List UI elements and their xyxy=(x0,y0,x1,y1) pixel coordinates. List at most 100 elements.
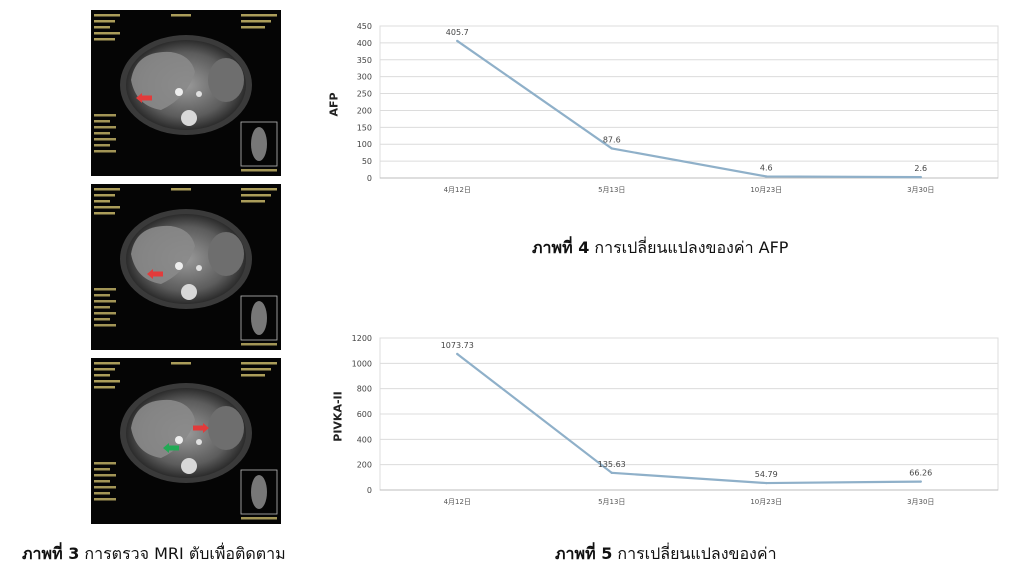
data-label: 2.6 xyxy=(914,164,927,173)
y-tick-label: 400 xyxy=(357,435,372,444)
spine xyxy=(181,110,197,126)
stomach xyxy=(208,232,244,276)
overlay-text-line xyxy=(241,200,265,203)
y-tick-label: 200 xyxy=(357,461,372,470)
overlay-text-line xyxy=(94,300,116,303)
y-tick-label: 50 xyxy=(362,157,372,166)
overlay-text-line xyxy=(94,306,110,309)
scout-inset-frame xyxy=(240,295,278,341)
arrow-icon xyxy=(147,269,163,279)
overlay-text-line xyxy=(241,343,277,346)
data-point xyxy=(610,471,613,475)
scout-inset-body xyxy=(251,127,267,161)
overlay-text-line xyxy=(94,380,120,383)
vessel xyxy=(196,265,202,271)
overlay-text-line xyxy=(171,362,191,365)
overlay-text-line xyxy=(241,14,277,17)
overlay-text-line xyxy=(94,498,116,501)
y-tick-label: 1200 xyxy=(352,334,372,343)
overlay-text-line xyxy=(94,126,116,129)
overlay-text-line xyxy=(94,462,116,465)
x-tick-label: 5月13日 xyxy=(598,498,625,506)
data-label: 1073.73 xyxy=(441,341,474,350)
vessel xyxy=(196,439,202,445)
overlay-text-line xyxy=(241,188,277,191)
overlay-text-line xyxy=(241,368,271,371)
data-point xyxy=(919,480,922,483)
y-tick-label: 450 xyxy=(357,22,372,31)
mri-scan-2 xyxy=(91,184,281,350)
y-tick-label: 300 xyxy=(357,73,372,82)
y-tick-label: 400 xyxy=(357,39,372,48)
scout-inset-frame xyxy=(240,469,278,515)
data-point xyxy=(765,175,768,178)
stomach xyxy=(208,58,244,102)
overlay-text-line xyxy=(94,368,115,371)
mri-scan-2-graphic xyxy=(94,188,278,346)
y-tick-label: 150 xyxy=(357,123,372,132)
data-point xyxy=(456,39,459,43)
x-tick-label: 10月23日 xyxy=(750,498,782,506)
y-tick-label: 600 xyxy=(357,410,372,419)
overlay-text-line xyxy=(241,517,277,520)
overlay-text-line xyxy=(94,318,110,321)
x-tick-label: 4月12日 xyxy=(444,186,471,194)
scout-inset-frame xyxy=(240,121,278,167)
pivka-chart-svg: 0 200 400 600 800 1000 1200 4月12日 5月13日 10月23日 3月3… xyxy=(352,334,999,506)
overlay-text-line xyxy=(94,362,120,365)
arrow-icon xyxy=(136,93,152,103)
overlay-text-line xyxy=(94,188,120,191)
overlay-text-line xyxy=(94,386,115,389)
y-tick-label: 1000 xyxy=(352,359,372,368)
overlay-text-line xyxy=(94,26,110,29)
overlay-text-line xyxy=(94,288,116,291)
data-label: 54.79 xyxy=(755,470,778,479)
overlay-text-line xyxy=(94,138,116,141)
overlay-text-line xyxy=(94,32,120,35)
arrow-icon xyxy=(163,443,179,453)
overlay-text-line xyxy=(94,294,110,297)
figure-4-caption: ภาพที่ 4 การเปลี่ยนแปลงของค่า AFP xyxy=(532,236,788,261)
mri-scan-3 xyxy=(91,358,281,524)
overlay-text-line xyxy=(94,468,110,471)
y-tick-label: 800 xyxy=(357,385,372,394)
data-label: 135.63 xyxy=(598,460,626,469)
vessel xyxy=(175,436,183,444)
overlay-text-line xyxy=(94,132,110,135)
x-tick-label: 4月12日 xyxy=(444,498,471,506)
data-label: 4.6 xyxy=(760,163,773,172)
overlay-text-line xyxy=(241,20,271,23)
overlay-text-line xyxy=(94,144,110,147)
vessel xyxy=(175,262,183,270)
overlay-text-line xyxy=(94,206,120,209)
figure-3-caption: ภาพที่ 3 การตรวจ MRI ตับเพื่อติดตาม xyxy=(22,542,286,567)
y-tick-label: 0 xyxy=(367,486,372,495)
pivka-chart: PIVKA-II 0 200 400 600 800 1000 1200 4月12日 5月13日… xyxy=(322,330,1002,510)
overlay-text-line xyxy=(94,486,116,489)
series-line xyxy=(456,40,921,179)
overlay-text-line xyxy=(94,312,116,315)
afp-chart-svg: 0 50 100 150 200 250 300 350 400 450 4月12日 5月13日 10月… xyxy=(357,22,999,194)
overlay-text-line xyxy=(94,114,116,117)
overlay-text-line xyxy=(94,212,115,215)
overlay-text-line xyxy=(241,374,265,377)
stomach xyxy=(208,406,244,450)
overlay-text-line xyxy=(94,150,116,153)
x-tick-label: 5月13日 xyxy=(598,186,625,194)
y-tick-label: 0 xyxy=(367,174,372,183)
y-tick-label: 350 xyxy=(357,56,372,65)
scout-inset-body xyxy=(251,301,267,335)
data-point xyxy=(765,481,768,485)
y-tick-label: 250 xyxy=(357,90,372,99)
series-line xyxy=(456,353,921,485)
scout-inset-body xyxy=(251,475,267,509)
y-tick-label: 100 xyxy=(357,140,372,149)
data-point xyxy=(610,147,613,150)
data-label: 66.26 xyxy=(909,469,932,478)
figure-5-text: การเปลี่ยนแปลงของค่า xyxy=(612,544,777,563)
data-label: 87.6 xyxy=(603,135,621,144)
overlay-text-line xyxy=(94,20,115,23)
spine xyxy=(181,458,197,474)
plot-area-frame xyxy=(379,25,999,179)
x-tick-label: 10月23日 xyxy=(750,186,782,194)
